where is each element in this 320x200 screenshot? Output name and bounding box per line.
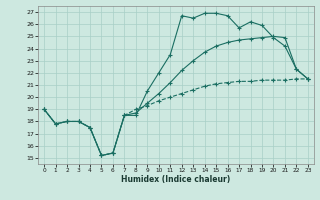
X-axis label: Humidex (Indice chaleur): Humidex (Indice chaleur) bbox=[121, 175, 231, 184]
